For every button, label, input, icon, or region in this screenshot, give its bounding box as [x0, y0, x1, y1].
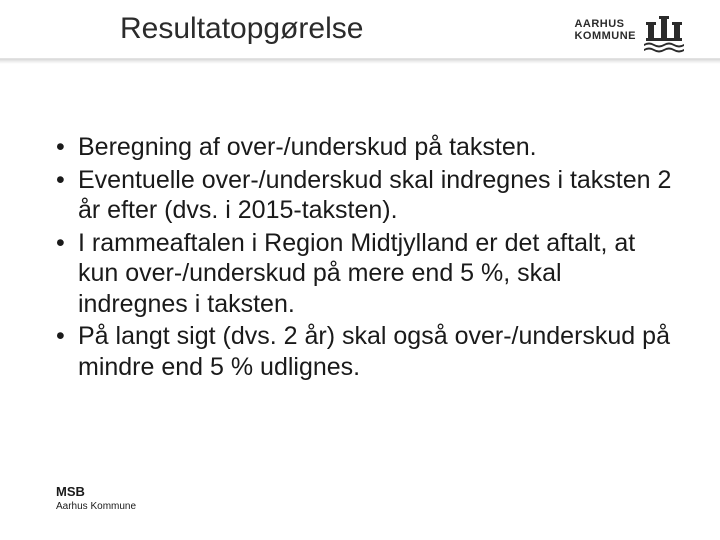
- footer-org-short: MSB: [56, 484, 136, 499]
- slide-title: Resultatopgørelse: [120, 12, 363, 46]
- footer-org-full: Aarhus Kommune: [56, 501, 136, 512]
- list-item: På langt sigt (dvs. 2 år) skal også over…: [56, 321, 672, 382]
- list-item: Eventuelle over-/underskud skal indregne…: [56, 165, 672, 226]
- logo-text-line1: AARHUS: [574, 18, 636, 30]
- logo-text: AARHUS KOMMUNE: [574, 18, 636, 42]
- coat-of-arms-icon: [642, 6, 686, 54]
- bullet-list: Beregning af over-/underskud på taksten.…: [56, 132, 672, 384]
- aarhus-kommune-logo: AARHUS KOMMUNE: [574, 6, 686, 54]
- logo-text-line2: KOMMUNE: [574, 30, 636, 42]
- footer: MSB Aarhus Kommune: [56, 484, 136, 512]
- list-item: I rammeaftalen i Region Midtjylland er d…: [56, 228, 672, 320]
- header-band: [0, 58, 720, 64]
- list-item: Beregning af over-/underskud på taksten.: [56, 132, 672, 163]
